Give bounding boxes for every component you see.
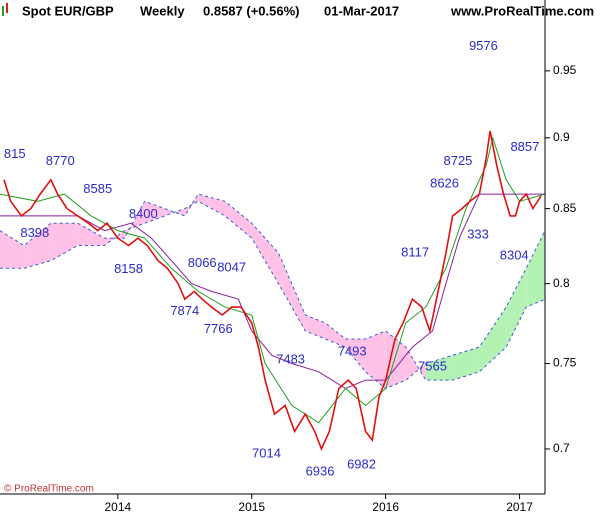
annotation: 7766 [204, 321, 233, 336]
annotation: 6936 [306, 464, 335, 479]
cloud-segment [345, 339, 366, 372]
annotation: 8117 [401, 245, 429, 260]
annotation: 8626 [430, 176, 459, 191]
cloud-segment [164, 208, 185, 216]
icon [6, 3, 8, 13]
cloud-segment [251, 223, 279, 284]
cloud-segment [325, 322, 346, 348]
source: www.ProRealTime.com [450, 3, 594, 18]
annotation: 7483 [276, 352, 305, 367]
annotation: 8725 [443, 153, 472, 168]
series-line [3, 130, 542, 451]
y-tick-label: 0.9 [553, 130, 570, 144]
x-tick-label: 2016 [372, 500, 399, 514]
cloud-segment [405, 347, 426, 381]
date: 01-Mar-2017 [324, 3, 399, 18]
cloud-segment [24, 223, 51, 269]
cloud-segment [506, 268, 527, 348]
cloud-segment [305, 314, 326, 340]
x-tick-label: 2014 [104, 500, 131, 514]
period: Weekly [140, 3, 185, 18]
cloud-segment [526, 230, 545, 308]
annotation: 8158 [114, 261, 143, 276]
cloud-edge [0, 193, 546, 381]
cloud-segment [224, 201, 252, 239]
annotation: 8585 [83, 181, 112, 196]
y-tick-label: 0.95 [553, 63, 577, 77]
x-tick-label: 2017 [506, 500, 533, 514]
annotation: 8770 [46, 153, 75, 168]
title: Spot EUR/GBP [22, 3, 114, 18]
quote: 0.8587 (+0.56%) [203, 3, 299, 18]
annotation: 8066 [188, 255, 217, 270]
cloud-segment [452, 347, 480, 381]
cloud-segment [479, 307, 507, 372]
annotation: 8047 [217, 260, 246, 275]
annotation: 7565 [418, 358, 447, 373]
annotation: 8400 [129, 206, 158, 221]
cloud-edge [0, 200, 546, 390]
cloud-segment [0, 230, 25, 269]
cloud-segment [124, 201, 145, 239]
annotation: 8304 [500, 248, 529, 263]
y-tick-label: 0.85 [553, 201, 577, 215]
annotation: 333 [467, 227, 489, 242]
y-tick-label: 0.75 [553, 356, 577, 370]
y-tick-label: 0.8 [553, 276, 570, 290]
annotation: 6982 [347, 456, 376, 471]
plot-area [0, 130, 546, 451]
annotation: 8857 [510, 139, 539, 154]
cloud-segment [278, 253, 306, 331]
series-line [0, 193, 545, 390]
annotation: 9576 [469, 38, 498, 53]
annotation: 8398 [20, 225, 49, 240]
annotation: 7874 [170, 303, 199, 318]
annotation: 7014 [252, 446, 281, 461]
annotation: 815 [4, 146, 26, 161]
cloud-segment [365, 330, 386, 389]
cloud-segment [77, 223, 105, 246]
x-tick-label: 2015 [238, 500, 265, 514]
header-band [0, 0, 600, 22]
cloud-segment [50, 223, 78, 261]
y-tick-label: 0.7 [553, 441, 570, 455]
annotation: 7493 [338, 343, 367, 358]
icon [2, 6, 4, 16]
series-line [0, 135, 546, 424]
copyright: © ProRealTime.com [4, 484, 94, 495]
